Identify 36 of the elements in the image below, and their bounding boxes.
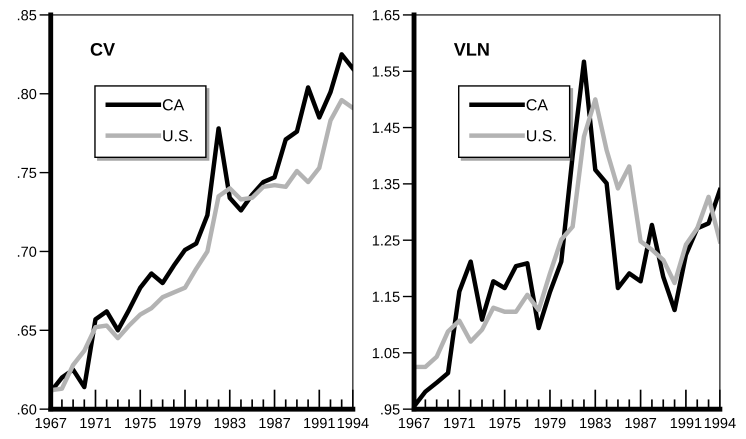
y-tick-label: 1.65 (372, 10, 400, 20)
x-tick-label: 1987 (259, 418, 290, 428)
x-tick-label: 1991 (670, 418, 702, 428)
x-tick-label: 1979 (534, 418, 566, 428)
y-tick-label: 1.55 (372, 66, 400, 77)
x-tick-label: 1983 (214, 418, 246, 428)
legend-label: U.S. (163, 130, 192, 142)
y-tick-label: .80 (18, 88, 36, 100)
x-tick-label: 1971 (80, 418, 111, 428)
x-tick-label: 1987 (625, 418, 656, 428)
y-tick-label: 1.35 (372, 178, 400, 190)
legend-label: U.S. (527, 130, 556, 142)
x-tick-label: 1975 (490, 418, 520, 428)
y-tick-label: 1.05 (372, 348, 400, 358)
y-tick-label: .60 (18, 404, 36, 415)
y-tick-label: .65 (18, 325, 36, 336)
text: VLN (454, 43, 489, 56)
x-tick-label: 1994 (704, 418, 736, 428)
x-tick-label: 1983 (580, 418, 611, 428)
y-tick-label: 1.45 (372, 122, 400, 133)
y-tick-label: .75 (18, 168, 36, 178)
legend-label: CA (526, 99, 548, 110)
y-tick-label: .95 (381, 404, 400, 415)
x-tick-label: 1991 (304, 418, 335, 428)
x-tick-label: 1994 (338, 418, 369, 428)
text: CV (90, 43, 115, 56)
y-tick-label: 1.15 (372, 292, 400, 302)
x-tick-label: 1971 (444, 418, 475, 428)
x-tick-label: 1967 (36, 418, 66, 428)
x-tick-label: 1967 (398, 418, 430, 428)
x-tick-label: 1975 (125, 418, 156, 428)
y-tick-label: .85 (18, 10, 36, 20)
y-tick-label: 1.25 (372, 235, 400, 246)
legend-label: CA (162, 99, 184, 110)
x-tick-label: 1979 (170, 418, 201, 428)
y-tick-label: .70 (18, 246, 36, 257)
